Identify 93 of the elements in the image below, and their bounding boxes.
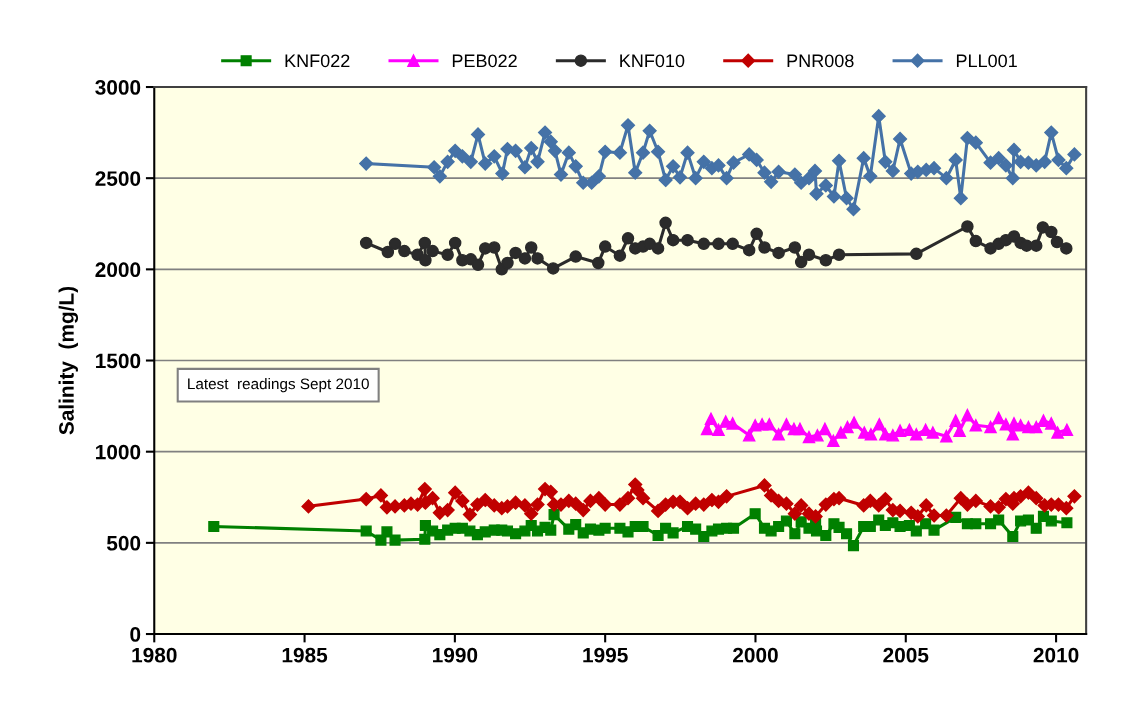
x-tick-label: 1995 xyxy=(583,647,628,663)
point xyxy=(772,246,785,260)
point xyxy=(531,252,544,265)
point xyxy=(818,422,832,436)
point xyxy=(984,420,997,434)
y-tick-label: 1500 xyxy=(96,353,141,369)
point xyxy=(1051,426,1064,439)
point xyxy=(651,242,665,255)
point xyxy=(726,237,739,251)
point xyxy=(834,426,848,439)
y-tick-label: 500 xyxy=(106,535,141,551)
legend-label: KNF022 xyxy=(285,54,350,68)
point xyxy=(992,411,1005,425)
point xyxy=(419,253,432,267)
legend-label: KNF010 xyxy=(620,54,685,68)
y-tick-label: 1000 xyxy=(96,444,141,460)
point xyxy=(926,426,940,439)
point xyxy=(1029,420,1043,434)
point xyxy=(772,428,785,441)
point xyxy=(1060,423,1074,437)
point xyxy=(1045,417,1058,430)
point xyxy=(712,423,725,437)
point xyxy=(704,412,718,426)
point xyxy=(388,237,402,251)
point xyxy=(758,241,771,254)
point xyxy=(819,253,833,267)
y-axis-title: Salinity (mg/L) xyxy=(58,286,79,435)
point xyxy=(509,246,522,260)
point xyxy=(712,237,725,251)
point xyxy=(681,233,694,247)
point xyxy=(487,241,501,254)
point xyxy=(726,417,739,430)
point xyxy=(1045,225,1058,239)
point xyxy=(827,434,840,447)
point xyxy=(569,250,582,263)
point xyxy=(949,414,962,427)
point xyxy=(969,234,983,248)
point xyxy=(666,233,680,247)
x-tick-label: 1990 xyxy=(433,647,478,663)
annotation: Latest readings Sept 2010 xyxy=(188,378,369,393)
point xyxy=(448,236,462,250)
y-tick-label: 3000 xyxy=(95,80,141,95)
point xyxy=(742,429,756,442)
point xyxy=(426,244,439,258)
point xyxy=(742,243,756,257)
point xyxy=(793,422,807,436)
point xyxy=(697,237,711,251)
point xyxy=(940,429,953,443)
point xyxy=(501,256,514,270)
point xyxy=(659,216,672,230)
point xyxy=(592,256,605,270)
point xyxy=(613,249,627,262)
point xyxy=(398,244,411,258)
point xyxy=(524,241,538,254)
y-tick-label: 2500 xyxy=(95,171,141,186)
x-tick-label: 1980 xyxy=(132,647,177,663)
point xyxy=(359,236,373,250)
point xyxy=(969,418,983,432)
point xyxy=(873,418,886,431)
point xyxy=(418,236,432,250)
x-tick-label: 2005 xyxy=(883,647,929,663)
point xyxy=(598,240,612,253)
legend-label: PLL001 xyxy=(956,54,1017,68)
point xyxy=(832,248,846,262)
point xyxy=(864,428,878,441)
point xyxy=(546,262,560,275)
point xyxy=(1050,235,1064,249)
point xyxy=(518,252,532,265)
point xyxy=(886,429,900,442)
point xyxy=(750,227,763,241)
point xyxy=(763,418,776,431)
point xyxy=(1006,428,1020,441)
x-tick-label: 2010 xyxy=(1033,647,1079,663)
legend-label: PNR008 xyxy=(787,54,854,68)
point xyxy=(794,255,808,269)
point xyxy=(961,408,974,422)
legend-label: PEB022 xyxy=(452,54,517,68)
point xyxy=(471,258,485,272)
point xyxy=(961,220,974,233)
point xyxy=(1060,242,1073,255)
point xyxy=(910,247,923,261)
x-tick-label: 2000 xyxy=(733,647,778,663)
y-tick-label: 0 xyxy=(130,627,141,642)
point xyxy=(441,248,454,262)
x-tick-label: 1985 xyxy=(282,647,328,663)
point xyxy=(621,232,635,245)
point xyxy=(381,245,395,259)
point xyxy=(788,241,802,254)
point xyxy=(802,248,816,262)
y-tick-label: 2000 xyxy=(95,262,141,278)
point xyxy=(903,423,916,437)
point xyxy=(1029,239,1043,252)
point xyxy=(910,428,923,441)
